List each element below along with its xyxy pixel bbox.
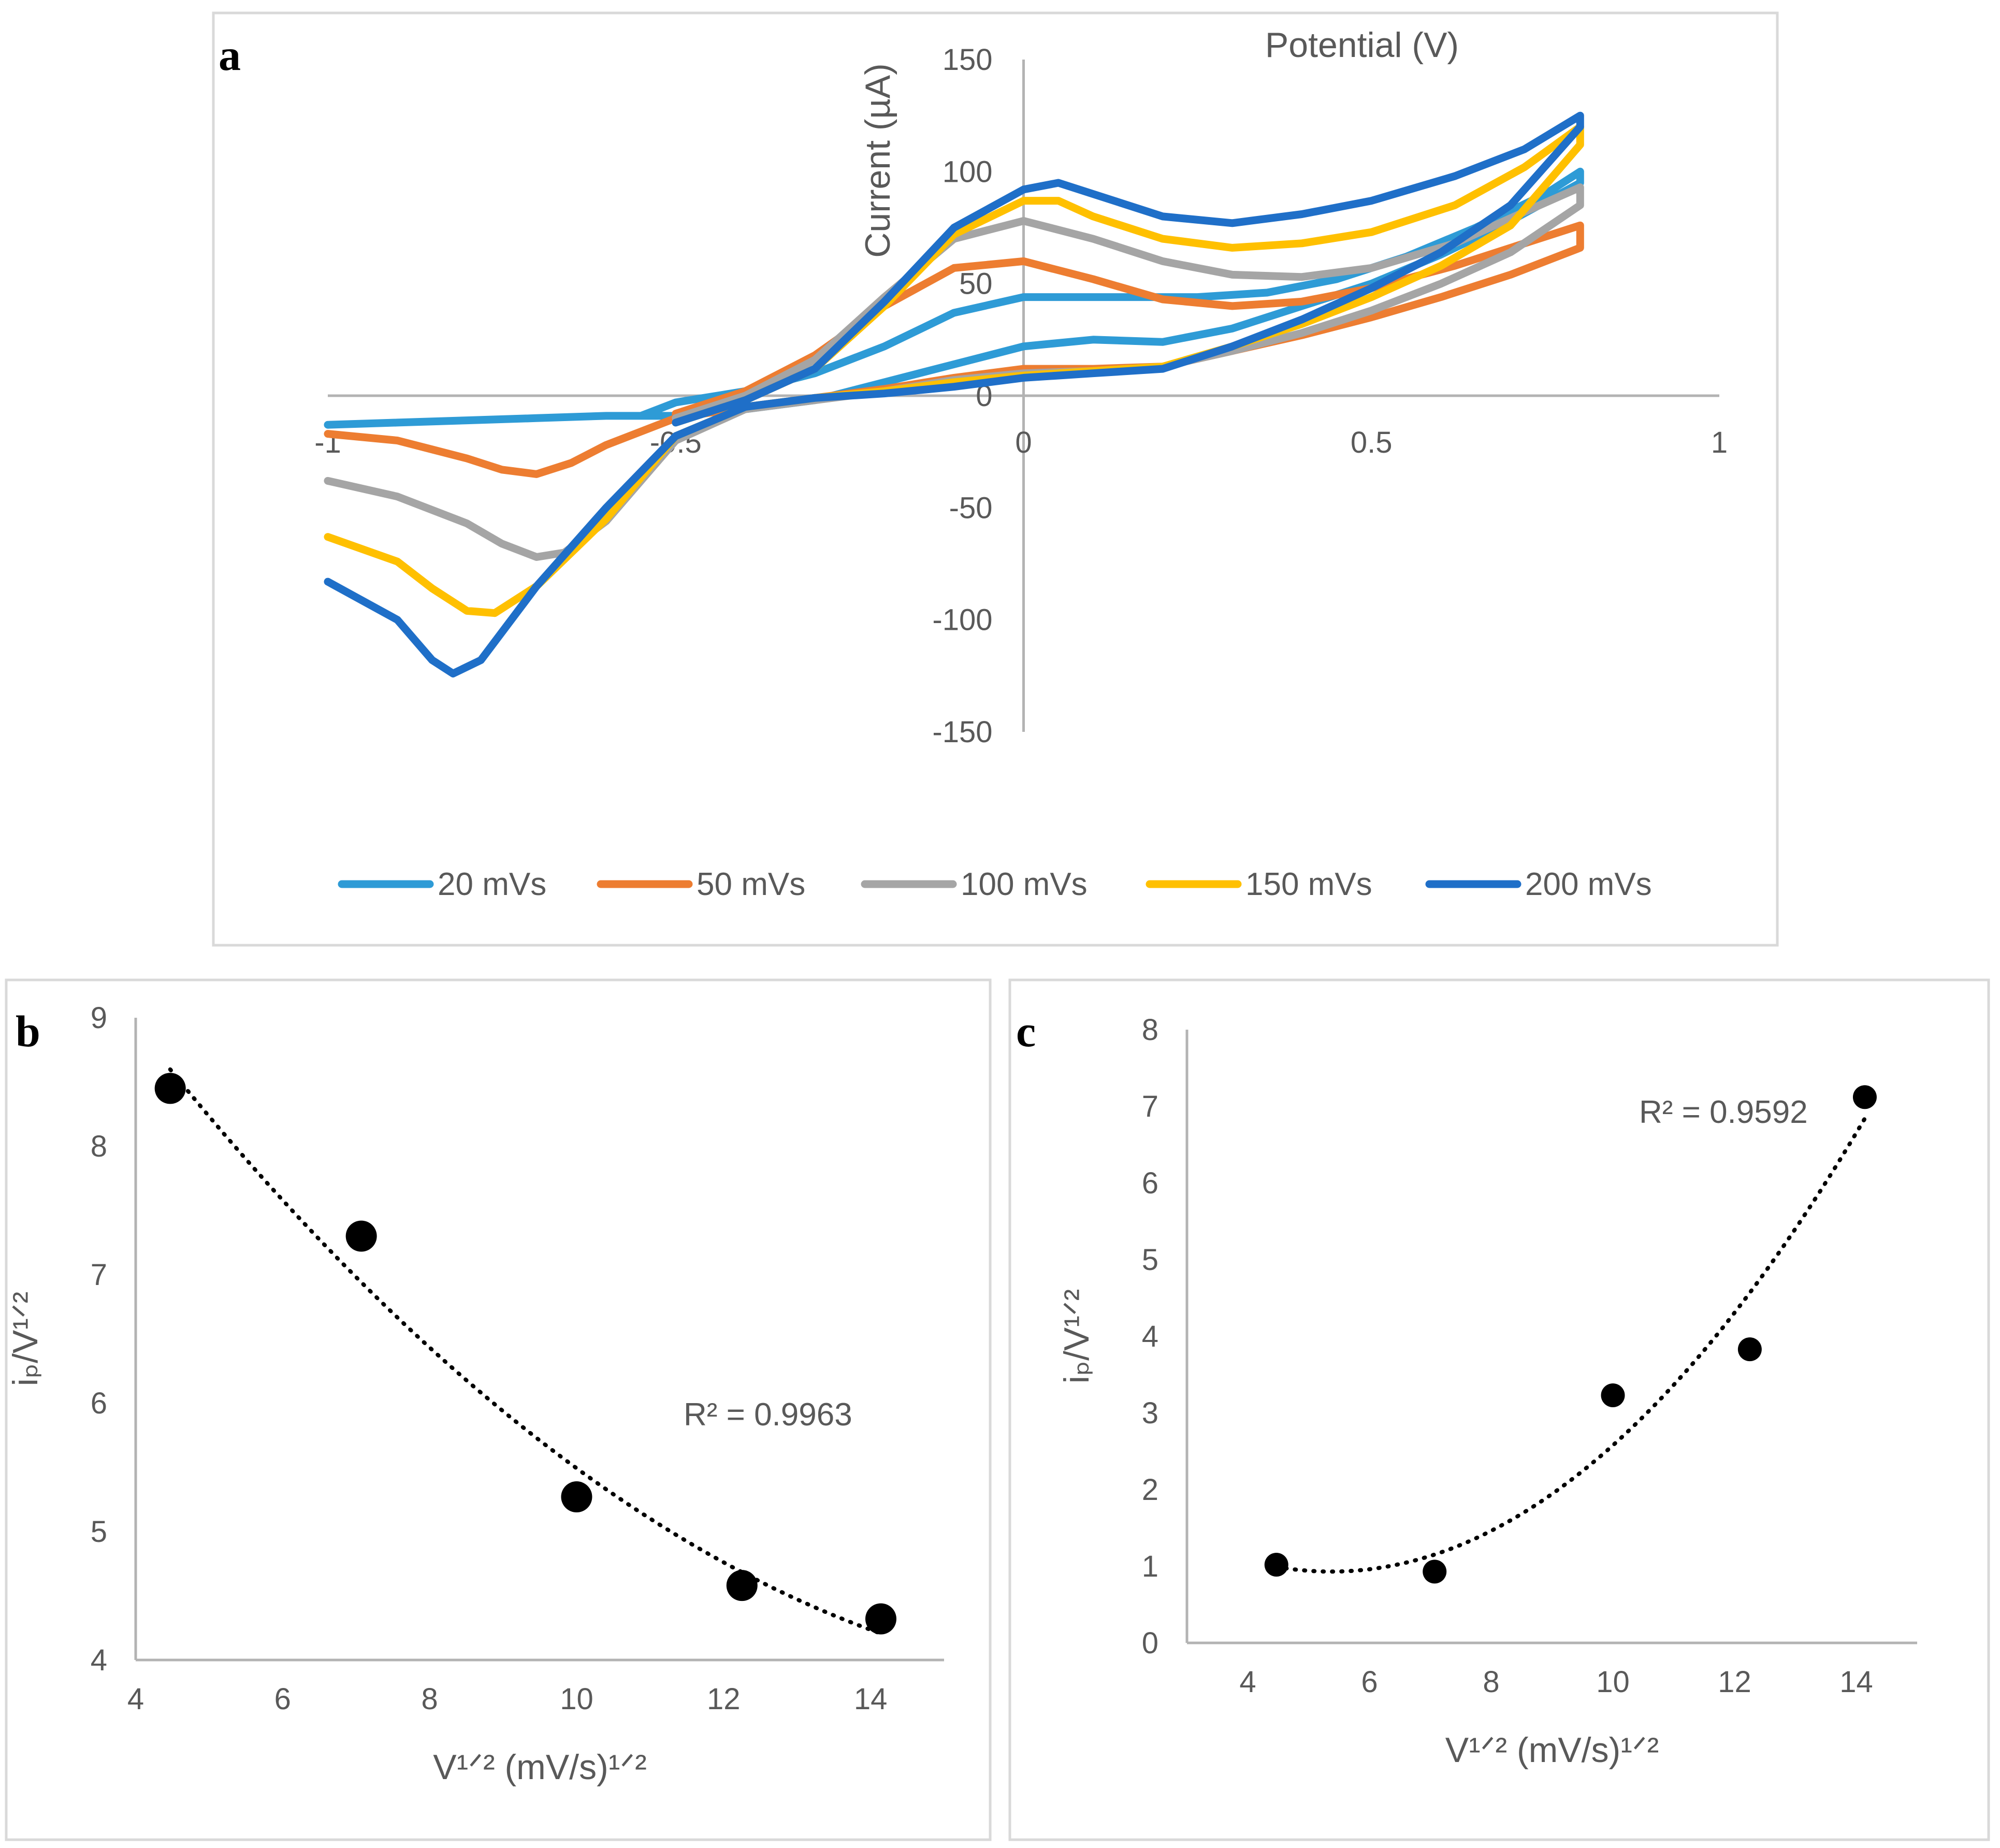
panel-c-y-tick-label: 0 xyxy=(1142,1626,1158,1660)
panel-c-data-point xyxy=(1737,1337,1762,1362)
panel-c-x-tick-label: 6 xyxy=(1361,1665,1378,1699)
panel-b-axes: 4 6 8 10 12 14 4 5 6 7 8 9 V¹ᐟ² (mV/s)¹ᐟ² iₚ/V¹ᐟ² xyxy=(6,1001,944,1787)
panel-c-y-tick-label: 3 xyxy=(1142,1396,1158,1430)
panel-b-y-tick-label: 5 xyxy=(91,1515,107,1549)
panel-b-data-point xyxy=(726,1570,758,1601)
legend-label: 20 mVs xyxy=(438,867,546,902)
panel-a-letter: a xyxy=(219,30,241,80)
panel-b-trendline-curve xyxy=(168,1067,883,1636)
panel-b-y-tick-label: 8 xyxy=(91,1130,107,1163)
panel-a-x-tick-label: 0 xyxy=(1015,426,1032,459)
legend-label: 100 mVs xyxy=(961,867,1088,902)
panel-b-data-point xyxy=(154,1073,186,1104)
panel-c-x-tick-label: 14 xyxy=(1839,1665,1873,1699)
panel-c-points xyxy=(1264,1085,1877,1584)
panel-a-series xyxy=(324,111,1584,677)
panel-b-x-tick-label: 12 xyxy=(707,1682,741,1716)
panel-b-letter: b xyxy=(16,1006,40,1056)
panel-a-y-tick-label: -150 xyxy=(932,715,992,749)
panel-b-y-tick-label: 6 xyxy=(91,1387,107,1420)
panel-a-x-tick-label: 1 xyxy=(1711,426,1728,459)
panel-c-y-tick-label: 4 xyxy=(1142,1320,1158,1353)
panel-b-y-tick-label: 4 xyxy=(91,1643,107,1677)
panel-c-x-axis-title: V¹ᐟ² (mV/s)¹ᐟ² xyxy=(1445,1730,1659,1770)
panel-b-y-tick-label: 9 xyxy=(91,1001,107,1035)
panel-c-r2-label: R² = 0.9592 xyxy=(1639,1094,1808,1130)
panel-a-x-axis-title: Potential (V) xyxy=(1265,25,1459,65)
panel-c-x-tick-label: 12 xyxy=(1718,1665,1751,1699)
panel-b-data-point xyxy=(561,1481,592,1513)
panel-b-r2-label: R² = 0.9963 xyxy=(684,1397,852,1433)
panel-b-x-tick-label: 8 xyxy=(422,1682,438,1716)
legend-label: 200 mVs xyxy=(1525,867,1652,902)
panel-c-data-point xyxy=(1264,1553,1288,1577)
panel-b-y-axis-title: iₚ/V¹ᐟ² xyxy=(6,1292,45,1387)
panel-c-y-tick-label: 5 xyxy=(1142,1243,1158,1277)
panel-b-x-tick-label: 4 xyxy=(127,1682,144,1716)
panel-b-x-axis-title: V¹ᐟ² (mV/s)¹ᐟ² xyxy=(433,1748,647,1787)
legend-label: 150 mVs xyxy=(1245,867,1372,902)
panel-c-x-tick-label: 4 xyxy=(1239,1665,1256,1699)
panel-c-frame xyxy=(1008,978,1990,1841)
panel-c-trendline-curve xyxy=(1274,1116,1867,1574)
panel-c-x-tick-label: 10 xyxy=(1596,1665,1630,1699)
panel-c-trendline xyxy=(1274,1116,1867,1574)
panel-c-data-point xyxy=(1601,1383,1625,1407)
cv-series-line xyxy=(324,111,1584,677)
panel-b-y-tick-label: 7 xyxy=(91,1258,107,1292)
panel-c-x-tick-label: 8 xyxy=(1483,1665,1499,1699)
panel-c-y-tick-label: 8 xyxy=(1142,1013,1158,1047)
panel-b-frame xyxy=(5,978,992,1841)
cv-series-line xyxy=(324,221,1584,478)
panel-c-letter: c xyxy=(1016,1006,1036,1056)
panel-a-y-tick-label: 100 xyxy=(943,155,993,189)
panel-c-y-tick-label: 6 xyxy=(1142,1166,1158,1200)
panel-b-x-tick-label: 10 xyxy=(560,1682,593,1716)
panel-b-trendline xyxy=(168,1067,883,1636)
panel-b-points xyxy=(154,1073,896,1635)
panel-b-x-tick-label: 6 xyxy=(274,1682,291,1716)
panel-a-y-tick-label: 50 xyxy=(959,267,993,301)
panel-a-y-tick-label: -100 xyxy=(932,603,992,637)
panel-a-legend: 20 mVs 50 mVs 100 mVs 150 mVs 200 mVs xyxy=(338,867,1652,902)
panel-c-y-tick-label: 1 xyxy=(1142,1550,1158,1583)
panel-a-y-axis-title: Current (µA) xyxy=(858,63,897,257)
panel-c-data-point xyxy=(1852,1085,1877,1109)
panel-a-y-tick-label: 150 xyxy=(943,43,993,77)
panel-c-y-tick-label: 2 xyxy=(1142,1473,1158,1507)
panel-c-y-axis-title: iₚ/V¹ᐟ² xyxy=(1057,1289,1096,1384)
panel-a-x-tick-label: 0.5 xyxy=(1351,426,1393,459)
panel-b-x-tick-label: 14 xyxy=(854,1682,888,1716)
panel-c-data-point xyxy=(1423,1560,1447,1584)
panel-b-data-point xyxy=(865,1603,896,1635)
panel-c-y-tick-label: 7 xyxy=(1142,1090,1158,1123)
panel-a-y-tick-label: -50 xyxy=(949,491,993,525)
panel-b-data-point xyxy=(345,1220,377,1252)
cv-series-line xyxy=(324,123,1584,617)
legend-label: 50 mVs xyxy=(697,867,805,902)
panel-a-frame xyxy=(212,11,1779,947)
